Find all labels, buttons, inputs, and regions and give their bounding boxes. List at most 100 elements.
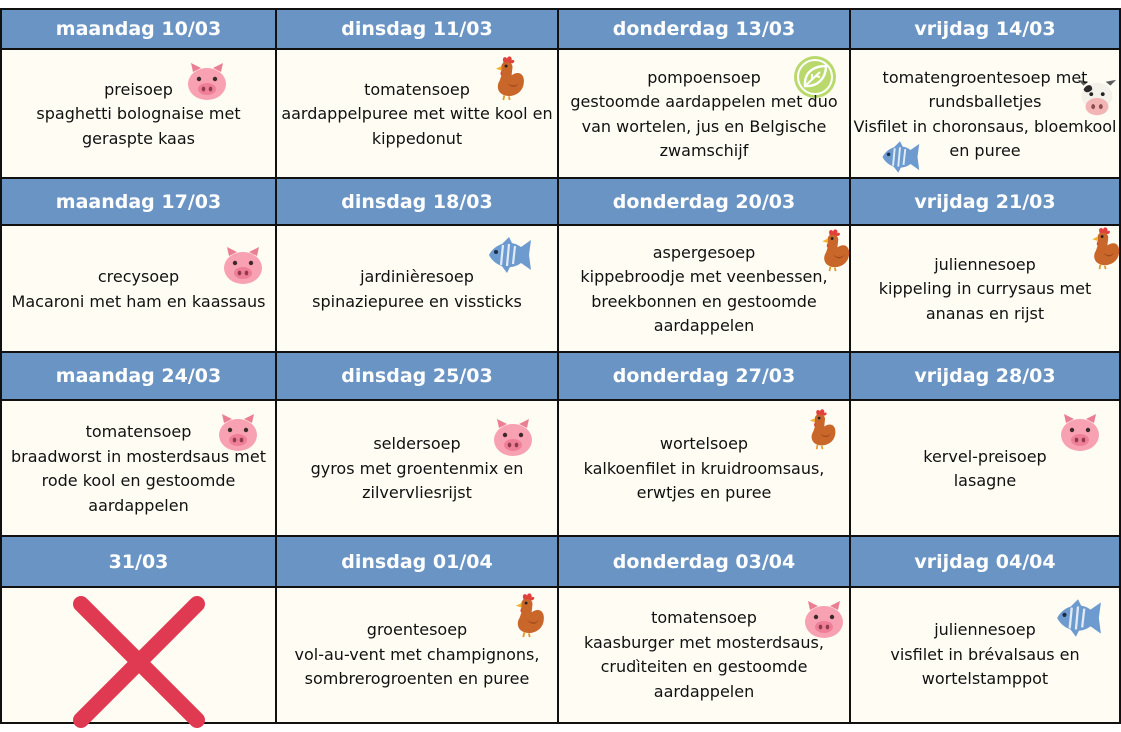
dish-line: breekbonnen en gestoomde (591, 291, 817, 311)
menu-cell: kervel-preisoep lasagne (849, 399, 1121, 539)
pig-icon (185, 60, 229, 104)
dish-line: wortelstamppot (921, 669, 1049, 689)
dish-line: crudìteiten en gestoomde (600, 657, 808, 676)
dish-line: rundsballetjes (928, 92, 1042, 111)
menu-cell: tomatengroentesoep met rundsballetjes Visf… (849, 48, 1121, 181)
day-header: donderdag 20/03 (557, 177, 851, 226)
day-header-label: dinsdag 01/04 (341, 550, 493, 573)
day-header-label: 31/03 (108, 550, 169, 573)
fish-icon (485, 231, 533, 279)
dish-line: aardappelen (653, 316, 755, 335)
pig-icon (1058, 411, 1102, 455)
day-header-label: donderdag 27/03 (612, 365, 796, 387)
dish-line: aardappelen (88, 495, 189, 515)
menu-cell: wortelsoep kalkoenfilet in kruidroomsaus,… (557, 399, 851, 539)
day-header: dinsdag 18/03 (275, 177, 559, 226)
chicken-icon (799, 408, 841, 450)
menu-cell: tomatensoep kaasburger met mosterdsaus, cr… (557, 586, 851, 724)
day-header: dinsdag 11/03 (275, 8, 559, 50)
day-header: 31/03 (0, 535, 277, 588)
day-header-label: dinsdag 11/03 (341, 18, 493, 40)
dish-line: Macaroni met ham en kaassaus (11, 291, 266, 311)
menu-cell: tomatensoep braadworst in mosterdsaus met… (0, 399, 277, 539)
day-header: maandag 10/03 (0, 8, 277, 50)
dish-line: zwamschijf (659, 141, 749, 160)
day-header: maandag 17/03 (0, 177, 277, 226)
dish-line: sombrerogroenten en puree (304, 669, 530, 689)
day-header-label: maandag 10/03 (55, 18, 222, 40)
soup-label: crecysoep (97, 267, 180, 286)
dish-line: kippeling in currysaus met (878, 279, 1092, 299)
day-header-label: donderdag 03/04 (612, 550, 796, 573)
day-header-label: donderdag 13/03 (612, 18, 796, 40)
dish-line: van wortelen, jus en Belgische (581, 116, 827, 136)
soup-label: aspergesoep (652, 242, 756, 262)
day-header: vrijdag 14/03 (849, 8, 1121, 50)
pig-icon (491, 416, 535, 460)
chicken-icon (1081, 226, 1121, 270)
soup-label: kervel-preisoep (923, 446, 1047, 466)
soup-label: seldersoep (373, 434, 461, 454)
dish-line: Visfilet in choronsaus, bloemkool (853, 116, 1117, 136)
menu-cell: groentesoep vol-au-vent met champignons, s… (275, 586, 559, 724)
dish-line: aardappelen (653, 681, 755, 701)
day-header-label: dinsdag 18/03 (341, 190, 493, 213)
fish-icon (879, 136, 921, 178)
day-header-label: maandag 17/03 (55, 190, 222, 213)
soup-label: juliennesoep (934, 620, 1036, 640)
soup-label: tomatengroentesoep met (882, 67, 1088, 87)
menu-cell: crecysoep Macaroni met ham en kaassaus (0, 224, 277, 355)
day-header-label: dinsdag 25/03 (341, 365, 493, 387)
day-header: vrijdag 21/03 (849, 177, 1121, 226)
day-header: donderdag 03/04 (557, 535, 851, 588)
day-header: vrijdag 28/03 (849, 351, 1121, 401)
dish-line: en puree (949, 141, 1021, 160)
day-header: donderdag 13/03 (557, 8, 851, 50)
dish-line: kaasburger met mosterdsaus, (584, 632, 824, 652)
chicken-icon (484, 55, 530, 101)
menu-cell: aspergesoep kippebroodje met veenbessen, b… (557, 224, 851, 355)
day-header: vrijdag 04/04 (849, 535, 1121, 588)
day-header-label: vrijdag 14/03 (914, 18, 1056, 40)
dish-line: kippebroodje met veenbessen, (580, 267, 828, 286)
dish-line: geraspte kaas (81, 128, 195, 148)
menu-cell: juliennesoep kippeling in currysaus met an… (849, 224, 1121, 355)
day-header: maandag 24/03 (0, 351, 277, 401)
dish-line: zilvervliesrijst (362, 483, 472, 503)
soup-label: jardinièresoep (360, 267, 474, 286)
soup-label: tomatensoep (364, 79, 470, 99)
menu-cell: preisoep spaghetti bolognaise met geraspte… (0, 48, 277, 181)
soup-label: juliennesoep (934, 254, 1036, 274)
day-header-label: vrijdag 04/04 (914, 550, 1056, 573)
menu-cell: pompoensoep gestoomde aardappelen met duo… (557, 48, 851, 181)
dish-line: braadworst in mosterdsaus met (10, 446, 266, 466)
dish-line: vol-au-vent met champignons, (294, 644, 540, 664)
pig-icon (221, 244, 265, 288)
dish-line: spaghetti bolognaise met (36, 104, 241, 124)
dish-line: kippedonut (371, 128, 463, 148)
dish-line: ananas en rijst (925, 303, 1045, 323)
menu-cell: tomatensoep aardappelpuree met witte kool… (275, 48, 559, 181)
soup-label: wortelsoep (659, 434, 749, 454)
day-header: dinsdag 01/04 (275, 535, 559, 588)
dish-line: visfilet in brévalsaus en (890, 644, 1080, 664)
dish-line: kalkoenfilet in kruidroomsaus, (583, 458, 825, 478)
day-header-label: maandag 24/03 (55, 365, 222, 387)
dish-line: gyros met groentenmix en (310, 458, 524, 478)
menu-cell: jardinièresoep spinaziepuree en vissticks (275, 224, 559, 355)
dish-line: lasagne (953, 471, 1017, 490)
soup-label: groentesoep (366, 620, 468, 640)
menu-cell (0, 586, 277, 724)
menu-cell: juliennesoep visfilet in brévalsaus en wor… (849, 586, 1121, 724)
soup-label: tomatensoep (85, 422, 192, 441)
soup-label: pompoensoep (647, 67, 761, 87)
day-header: donderdag 27/03 (557, 351, 851, 401)
menu-cell: seldersoep gyros met groentenmix en zilver… (275, 399, 559, 539)
soup-label: tomatensoep (651, 608, 757, 627)
dish-line: spinaziepuree en vissticks (312, 291, 522, 311)
chicken-icon (504, 592, 550, 638)
dish-line: gestoomde aardappelen met duo (570, 92, 838, 111)
day-header-label: donderdag 20/03 (612, 190, 796, 213)
day-header-label: vrijdag 28/03 (914, 365, 1056, 387)
